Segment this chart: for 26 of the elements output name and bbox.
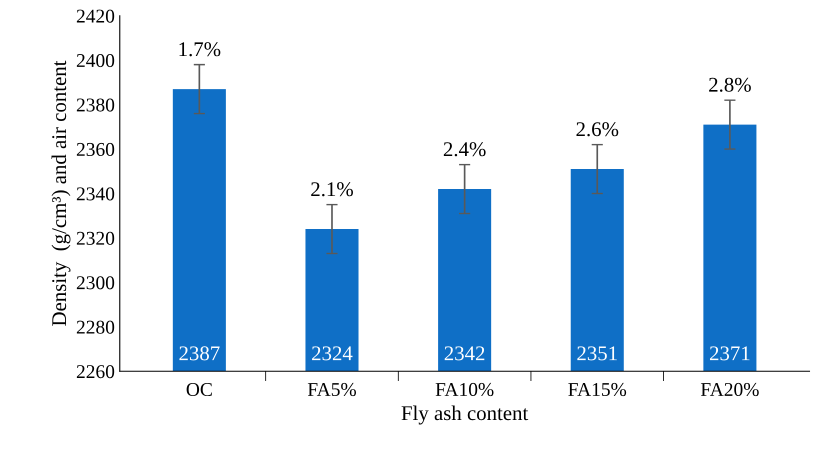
data-label: 2371 (710, 346, 750, 360)
y-tick-label: 2420 (76, 10, 114, 23)
y-tick-label: 2340 (76, 187, 114, 200)
y-tick-label: 2400 (76, 54, 114, 68)
y-tick-label: 2380 (76, 98, 114, 112)
y-axis-title: Density (g/cm³) and air content (52, 60, 70, 326)
x-tick-label: FA5% (308, 382, 356, 396)
annotation: 1.7% (179, 42, 220, 56)
y-tick-label: 2300 (76, 276, 114, 290)
annotation: 2.4% (444, 142, 486, 156)
y-tick-label: 2280 (76, 320, 114, 334)
x-tick-label: FA10% (436, 382, 494, 396)
data-label: 2342 (444, 346, 484, 360)
y-tick-label: 2260 (76, 365, 114, 378)
data-label: 2351 (577, 346, 617, 360)
x-tick-label: OC (186, 382, 212, 396)
annotation: 2.6% (576, 122, 618, 136)
x-tick-label: FA20% (700, 382, 759, 396)
data-label: 2324 (312, 346, 352, 360)
x-axis-title: Fly ash content (402, 406, 528, 424)
annotation: 2.8% (709, 78, 751, 92)
y-tick-label: 2320 (76, 232, 114, 245)
y-tick-label: 2360 (76, 142, 114, 156)
x-tick-label: FA15% (568, 382, 626, 396)
data-label: 2387 (179, 346, 220, 360)
annotation: 2.1% (311, 182, 353, 196)
